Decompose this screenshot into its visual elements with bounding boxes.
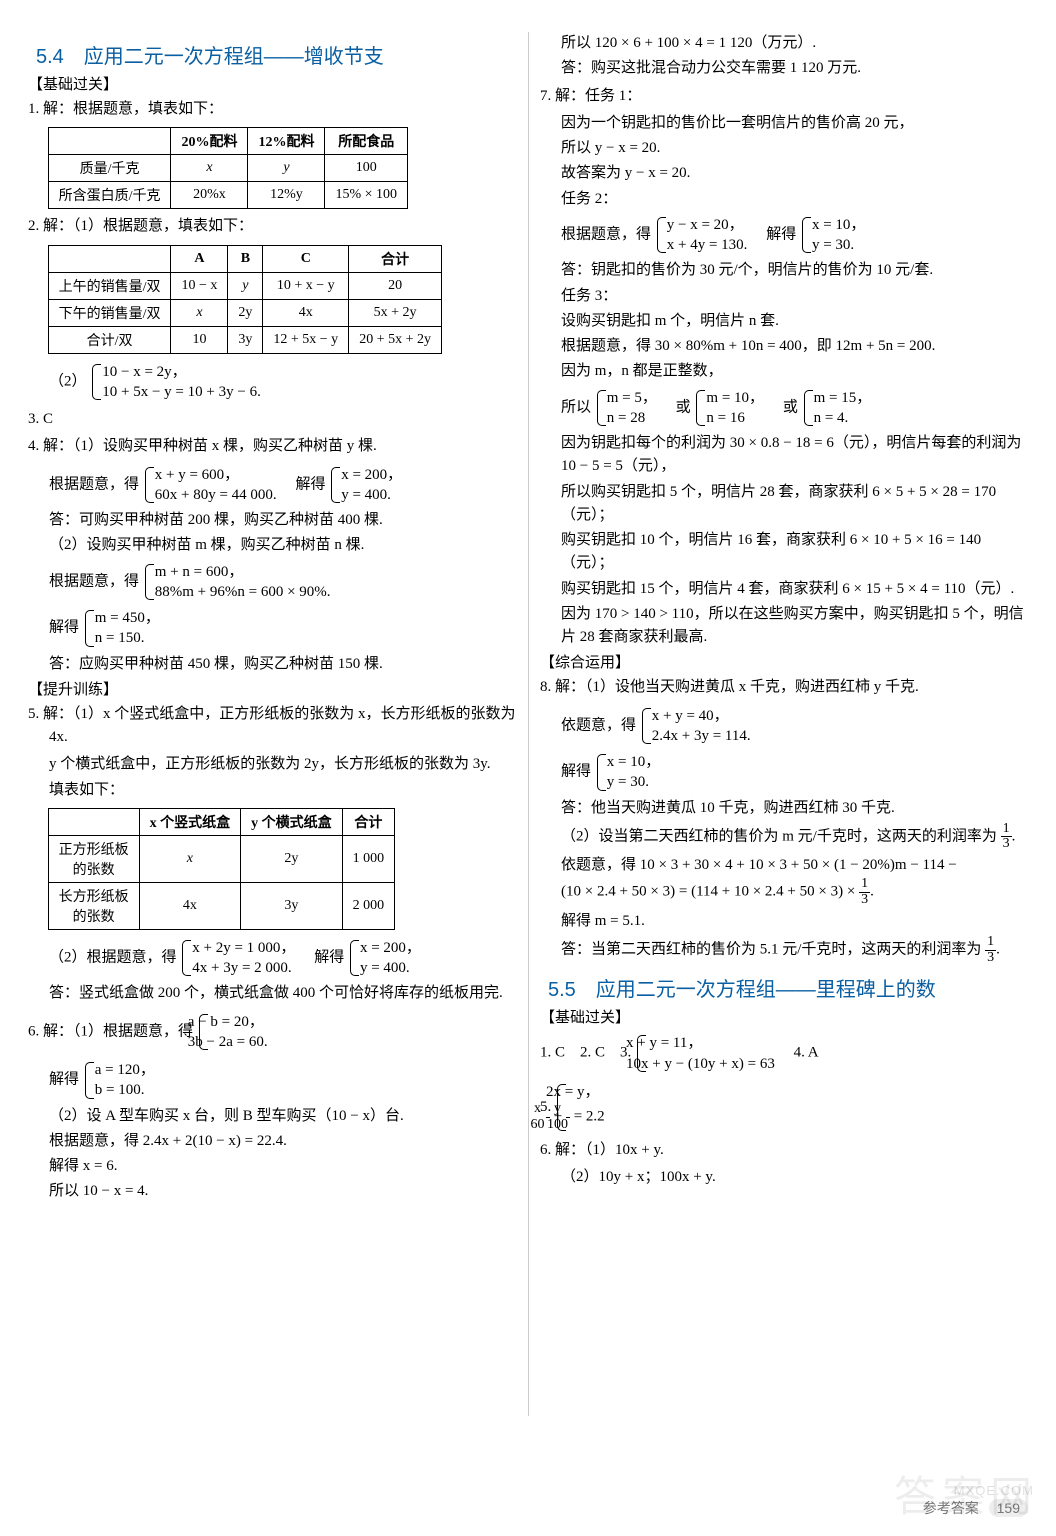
q7f: 根据题意，得 y − x = 20，x + 4y = 130. 解得 x = 1… <box>561 213 1028 258</box>
q4e: 根据题意，得 m + n = 600，88%m + 96%n = 600 × 9… <box>49 560 516 605</box>
q7p: 购买钥匙扣 15 个，明信片 4 套，商家获利 6 × 15 + 5 × 4 =… <box>561 578 1028 601</box>
q3: 3. C <box>28 408 516 431</box>
q2b: （2） 10 − x = 2y，10 + 5x − y = 10 + 3y − … <box>49 360 516 405</box>
q5a: 5. 解：（1）x 个竖式纸盒中，正方形纸板的张数为 x，长方形纸板的张数为 4… <box>28 703 516 750</box>
q7b: 因为一个钥匙扣的售价比一套明信片的售价高 20 元， <box>561 112 1028 135</box>
q7l: 所以 m = 5，n = 28 或 m = 10，n = 16 或 m = 15… <box>561 386 1028 431</box>
q8b: 依题意，得 x + y = 40，2.4x + 3y = 114. <box>561 704 1028 749</box>
q6d: 根据题意，得 2.4x + 2(10 − x) = 22.4. <box>49 1130 516 1153</box>
q6f: 所以 10 − x = 4. <box>49 1180 516 1203</box>
q8g: 解得 m = 5.1. <box>561 910 1028 933</box>
q7m: 因为钥匙扣每个的利润为 30 × 0.8 − 18 = 6（元），明信片每套的利… <box>561 432 1028 479</box>
q7q: 因为 170 > 140 > 110，所以在这些购买方案中，购买钥匙扣 5 个，… <box>561 603 1028 650</box>
q7d: 故答案为 y − x = 20. <box>561 162 1028 185</box>
q2a: 2. 解：（1）根据题意，填表如下： <box>28 215 516 238</box>
q8d: 答：他当天购进黄瓜 10 千克，购进西红柿 30 千克. <box>561 797 1028 820</box>
q7g: 答：钥匙扣的售价为 30 元/个，明信片的售价为 10 元/套. <box>561 259 1028 282</box>
sub-basic: 【基础过关】 <box>28 73 516 94</box>
page-footer: 参考答案 159 <box>923 1498 1028 1518</box>
table-2: ABC合计 上午的销售量/双10 − xy10 + x − y20 下午的销售量… <box>48 245 442 354</box>
q4f: 解得 m = 450，n = 150. <box>49 606 516 651</box>
q7j: 根据题意，得 30 × 80%m + 10n = 400，即 12m + 5n … <box>561 335 1028 358</box>
q6h: 答：购买这批混合动力公交车需要 1 120 万元. <box>561 57 1028 80</box>
q8c: 解得 x = 10，y = 30. <box>561 750 1028 795</box>
q8a: 8. 解：（1）设他当天购进黄瓜 x 千克，购进西红柿 y 千克. <box>540 676 1028 699</box>
sub-basic-2: 【基础过关】 <box>540 1006 1028 1027</box>
watermark-url: MXQE.COM <box>954 1483 1034 1498</box>
sub-comp: 【综合运用】 <box>540 651 1028 672</box>
q7n: 所以购买钥匙扣 5 个，明信片 28 套，商家获利 6 × 5 + 5 × 28… <box>561 481 1028 528</box>
q8h: 答：当第二天西红柿的售价为 5.1 元/千克时，这两天的利润率为 13. <box>561 935 1028 965</box>
q5d: （2）根据题意，得 x + 2y = 1 000，4x + 3y = 2 000… <box>49 936 516 981</box>
page-number: 159 <box>989 1499 1028 1517</box>
sub-up: 【提升训练】 <box>28 678 516 699</box>
q4g: 答：应购买甲种树苗 450 棵，购买乙种树苗 150 棵. <box>49 653 516 676</box>
q6b: 解得 a = 120，b = 100. <box>49 1058 516 1103</box>
s55-q1-4: 1. C 2. C 3. x + y = 11，10x + y − (10y +… <box>540 1031 1028 1076</box>
q8e: （2）设当第二天西红柿的售价为 m 元/千克时，这两天的利润率为 13. <box>561 822 1028 852</box>
q7c: 所以 y − x = 20. <box>561 137 1028 160</box>
s55-q6b: （2）10y + x；100x + y. <box>561 1166 1028 1189</box>
q8f: 依题意，得 10 × 3 + 30 × 4 + 10 × 3 + 50 × (1… <box>561 854 1028 908</box>
section-5-5-title: 5.5 应用二元一次方程组——里程碑上的数 <box>548 973 1028 1002</box>
q1: 1. 解：根据题意，填表如下： <box>28 98 516 121</box>
footer-label: 参考答案 <box>923 1500 979 1516</box>
q7k: 因为 m，n 都是正整数， <box>561 360 1028 383</box>
q4b: 根据题意，得 x + y = 600，60x + 80y = 44 000. 解… <box>49 463 516 508</box>
q4d: （2）设购买甲种树苗 m 棵，购买乙种树苗 n 棵. <box>49 534 516 557</box>
q7i: 设购买钥匙扣 m 个，明信片 n 套. <box>561 310 1028 333</box>
q4a: 4. 解：（1）设购买甲种树苗 x 棵，购买乙种树苗 y 棵. <box>28 435 516 458</box>
q5b: y 个横式纸盒中，正方形纸板的张数为 2y，长方形纸板的张数为 3y. <box>49 753 516 776</box>
q7o: 购买钥匙扣 10 个，明信片 16 套，商家获利 6 × 10 + 5 × 16… <box>561 529 1028 576</box>
table-1: 20%配料12%配料所配食品 质量/千克xy100 所含蛋白质/千克20%x12… <box>48 127 408 209</box>
q6e: 解得 x = 6. <box>49 1155 516 1178</box>
q7a: 7. 解：任务 1： <box>540 85 1028 108</box>
q5e: 答：竖式纸盒做 200 个，横式纸盒做 400 个可恰好将库存的纸板用完. <box>49 982 516 1005</box>
q6g: 所以 120 × 6 + 100 × 4 = 1 120（万元）. <box>561 32 1028 55</box>
q5c: 填表如下： <box>49 779 516 802</box>
q6a: 6. 解：（1）根据题意，得 a − b = 20，3b − 2a = 60. <box>28 1010 516 1055</box>
q7h: 任务 3： <box>561 285 1028 308</box>
section-5-4-title: 5.4 应用二元一次方程组——增收节支 <box>36 40 516 69</box>
q4c: 答：可购买甲种树苗 200 棵，购买乙种树苗 400 棵. <box>49 509 516 532</box>
s55-q5: 5. 2x = y， x60 + y100 = 2.2 <box>540 1080 1028 1135</box>
q6c: （2）设 A 型车购买 x 台，则 B 型车购买（10 − x）台. <box>49 1105 516 1128</box>
q7e: 任务 2： <box>561 188 1028 211</box>
s55-q6a: 6. 解：（1）10x + y. <box>540 1139 1028 1162</box>
table-5: x 个竖式纸盒y 个横式纸盒合计 正方形纸板 的张数x2y1 000 长方形纸板… <box>48 808 396 930</box>
